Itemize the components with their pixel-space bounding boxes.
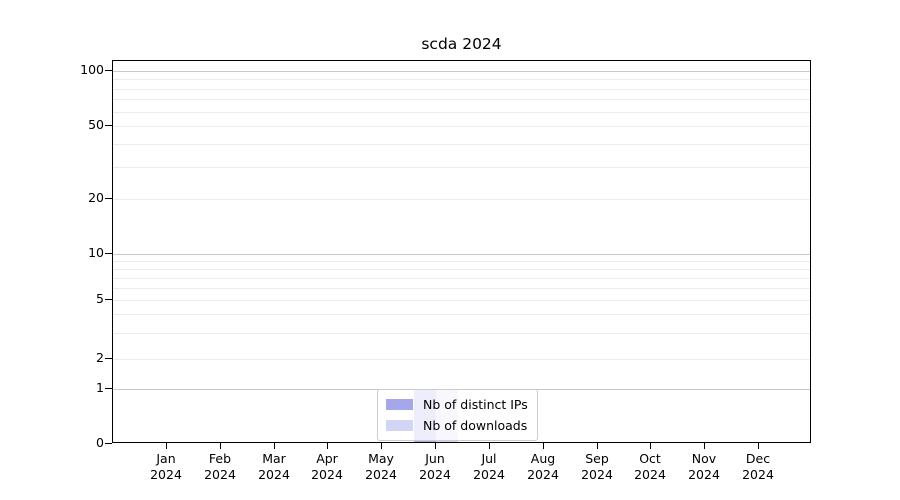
y-tick-mark <box>105 299 112 300</box>
legend-swatch <box>386 399 413 410</box>
x-tick-label: Dec 2024 <box>742 451 774 482</box>
x-tick-label: Aug 2024 <box>527 451 559 482</box>
y-tick-label: 1 <box>96 380 104 395</box>
legend-label: Nb of downloads <box>423 418 528 433</box>
x-tick-label: Nov 2024 <box>688 451 720 482</box>
x-tick-label: Feb 2024 <box>204 451 236 482</box>
y-gridline <box>113 300 810 301</box>
plot-area <box>112 60 811 443</box>
y-gridline <box>113 167 810 168</box>
x-tick-mark <box>327 443 328 449</box>
y-tick-label: 50 <box>88 117 104 132</box>
legend-item: Nb of distinct IPs <box>386 396 528 413</box>
x-tick-mark <box>597 443 598 449</box>
y-gridline <box>113 112 810 113</box>
x-tick-mark <box>650 443 651 449</box>
y-gridline <box>113 99 810 100</box>
y-tick-mark <box>105 253 112 254</box>
y-gridline <box>113 71 810 72</box>
legend-swatch <box>386 420 413 431</box>
y-tick-label: 100 <box>80 62 104 77</box>
x-tick-label: Jan 2024 <box>150 451 182 482</box>
x-tick-mark <box>543 443 544 449</box>
x-tick-mark <box>704 443 705 449</box>
y-tick-mark <box>105 388 112 389</box>
y-tick-label: 0 <box>96 435 104 450</box>
y-gridline <box>113 89 810 90</box>
legend: Nb of distinct IPs Nb of downloads <box>377 389 538 441</box>
y-gridline <box>113 278 810 279</box>
legend-item: Nb of downloads <box>386 417 528 434</box>
x-tick-label: May 2024 <box>365 451 397 482</box>
y-tick-label: 10 <box>88 245 104 260</box>
chart-title: scda 2024 <box>421 35 502 53</box>
x-tick-label: Jun 2024 <box>419 451 451 482</box>
x-tick-label: Mar 2024 <box>258 451 290 482</box>
x-tick-mark <box>220 443 221 449</box>
y-gridline <box>113 144 810 145</box>
x-tick-label: Jul 2024 <box>473 451 505 482</box>
y-tick-mark <box>105 358 112 359</box>
x-tick-mark <box>381 443 382 449</box>
y-tick-label: 20 <box>88 190 104 205</box>
y-gridline <box>113 269 810 270</box>
x-tick-label: Oct 2024 <box>634 451 666 482</box>
y-gridline <box>113 333 810 334</box>
y-gridline <box>113 314 810 315</box>
x-tick-mark <box>758 443 759 449</box>
y-tick-label: 2 <box>96 350 104 365</box>
y-gridline <box>113 359 810 360</box>
y-tick-mark <box>105 125 112 126</box>
y-gridline <box>113 288 810 289</box>
x-tick-mark <box>489 443 490 449</box>
y-tick-mark <box>105 198 112 199</box>
x-tick-mark <box>435 443 436 449</box>
x-tick-mark <box>166 443 167 449</box>
x-tick-mark <box>274 443 275 449</box>
y-gridline <box>113 261 810 262</box>
legend-label: Nb of distinct IPs <box>423 397 528 412</box>
y-gridline <box>113 79 810 80</box>
y-gridline <box>113 126 810 127</box>
y-gridline <box>113 199 810 200</box>
x-tick-label: Sep 2024 <box>581 451 613 482</box>
y-tick-mark <box>105 443 112 444</box>
y-tick-mark <box>105 70 112 71</box>
x-tick-label: Apr 2024 <box>311 451 343 482</box>
y-gridline <box>113 254 810 255</box>
y-tick-label: 5 <box>96 291 104 306</box>
